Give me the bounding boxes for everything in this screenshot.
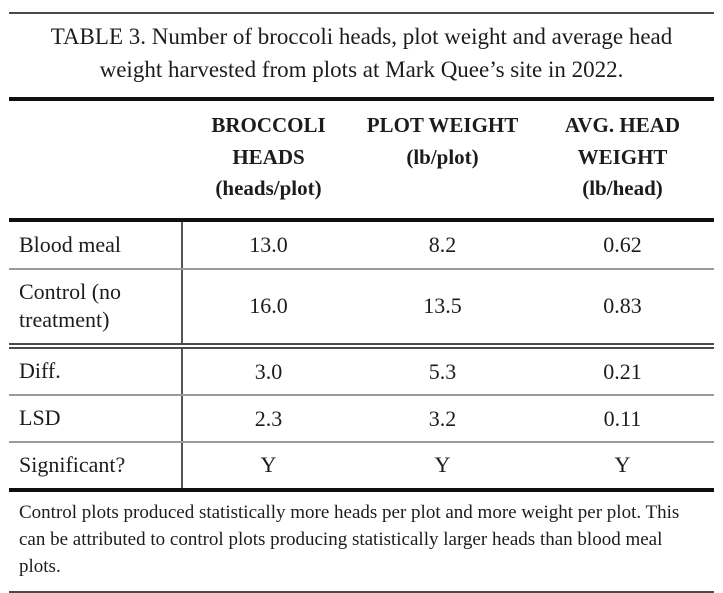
cell-value: 5.3 xyxy=(428,358,457,384)
cell-value: 8.2 xyxy=(428,231,457,257)
cell-value: 3.2 xyxy=(428,405,457,431)
table-title: TABLE 3. Number of broccoli heads, plot … xyxy=(9,12,714,102)
row-label: Blood meal xyxy=(9,221,183,268)
column-unit: (lb/head) xyxy=(582,176,663,201)
cell-value: 13.5 xyxy=(423,293,462,319)
cell-value: 3.0 xyxy=(254,358,283,384)
table-footnote: Control plots produced statistically mor… xyxy=(9,492,714,593)
column-label: BROCCOLI HEADS xyxy=(211,113,326,169)
row-label: Significant? xyxy=(9,443,183,488)
cell-value: 0.62 xyxy=(603,231,642,257)
table-row-blood-meal: Blood meal 13.0 8.2 0.62 xyxy=(9,221,714,270)
row-label: LSD xyxy=(9,396,183,441)
table-header-row: BROCCOLI HEADS (heads/plot) PLOT WEIGHT … xyxy=(9,101,714,222)
table-row-control: Control (no treatment) 16.0 13.5 0.83 xyxy=(9,269,714,349)
column-unit: (lb/plot) xyxy=(406,144,479,169)
row-label: Diff. xyxy=(9,349,183,394)
cell-value: Y xyxy=(260,452,277,478)
table-row-lsd: LSD 2.3 3.2 0.11 xyxy=(9,396,714,443)
row-label: Control (no treatment) xyxy=(9,269,183,343)
cell-value: 2.3 xyxy=(254,405,283,431)
header-cell-empty xyxy=(9,110,183,205)
column-label: AVG. HEAD WEIGHT xyxy=(564,113,681,169)
column-label: PLOT WEIGHT xyxy=(366,113,519,138)
cell-value: Y xyxy=(614,452,631,478)
cell-value: 16.0 xyxy=(249,293,288,319)
header-cell-broccoli-heads: BROCCOLI HEADS (heads/plot) xyxy=(183,110,354,205)
table-3: TABLE 3. Number of broccoli heads, plot … xyxy=(9,12,714,593)
cell-value: 13.0 xyxy=(249,231,288,257)
page: TABLE 3. Number of broccoli heads, plot … xyxy=(9,12,714,593)
table-row-significant: Significant? Y Y Y xyxy=(9,443,714,492)
header-cell-plot-weight: PLOT WEIGHT (lb/plot) xyxy=(354,110,531,205)
cell-value: 0.11 xyxy=(603,405,642,431)
cell-value: 0.83 xyxy=(603,293,642,319)
column-unit: (heads/plot) xyxy=(215,176,322,201)
table-row-diff: Diff. 3.0 5.3 0.21 xyxy=(9,349,714,396)
cell-value: 0.21 xyxy=(603,358,642,384)
header-cell-avg-head-weight: AVG. HEAD WEIGHT (lb/head) xyxy=(531,110,714,205)
cell-value: Y xyxy=(434,452,451,478)
